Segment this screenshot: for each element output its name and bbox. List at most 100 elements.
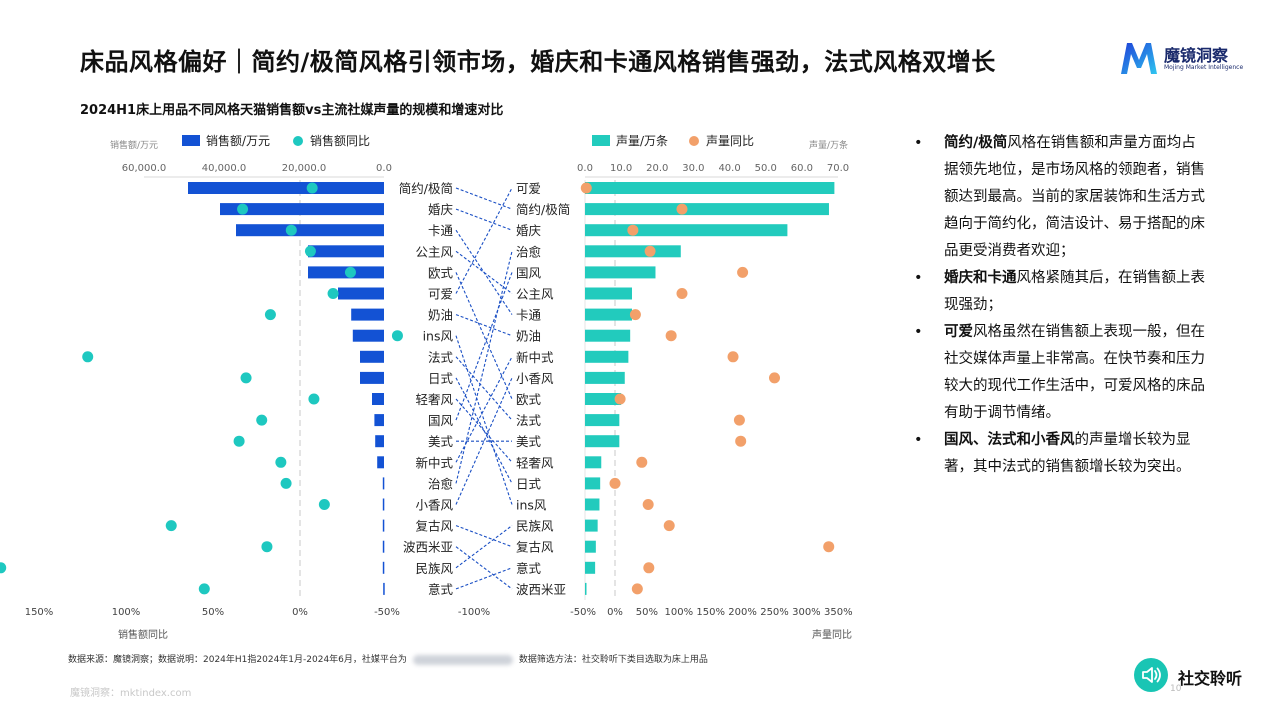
voice-bar bbox=[585, 203, 829, 216]
insights-list: • 简约/极简风格在销售额和声量方面均占据领先地位，是市场风格的领跑者，销售额达到… bbox=[910, 130, 1210, 481]
voice-growth-dot bbox=[737, 266, 749, 278]
voice-bar bbox=[585, 287, 632, 300]
brand-logo: 魔镜洞察 Mojing Market Intelligence bbox=[1118, 40, 1258, 80]
right-category-label: 卡通 bbox=[516, 308, 542, 323]
right-axis-tick: 20.0 bbox=[646, 163, 668, 174]
voice-growth-dot bbox=[735, 435, 747, 447]
left-category-label: 新中式 bbox=[415, 455, 453, 470]
rank-connector-line bbox=[455, 314, 513, 337]
right-axis-tick: 50.0 bbox=[755, 163, 777, 174]
rank-connector-line bbox=[455, 272, 513, 400]
right-category-label: 波西米亚 bbox=[516, 582, 566, 597]
sales-bar bbox=[382, 477, 385, 490]
left-category-label: 小香风 bbox=[415, 498, 453, 513]
sales-growth-dot bbox=[308, 393, 320, 405]
insight-item: • 简约/极简风格在销售额和声量方面均占据领先地位，是市场风格的领跑者，销售额达到… bbox=[910, 130, 1210, 265]
sales-growth-dot bbox=[280, 477, 292, 489]
left-category-label: 简约/极简 bbox=[399, 181, 453, 196]
sales-bar bbox=[377, 456, 384, 469]
left-category-label: 意式 bbox=[428, 582, 454, 597]
left-growth-tick: 100% bbox=[112, 607, 141, 618]
voice-growth-dot bbox=[823, 541, 835, 553]
left-growth-tick: -100% bbox=[458, 607, 490, 618]
right-category-label: 日式 bbox=[516, 476, 542, 491]
logo-cn-text: 魔镜洞察 bbox=[1164, 46, 1229, 65]
sales-growth-dot bbox=[344, 266, 356, 278]
bullet-mark: • bbox=[914, 432, 923, 448]
voice-growth-dot bbox=[676, 203, 688, 215]
left-axis-tick: 0.0 bbox=[376, 163, 392, 174]
sales-growth-dot bbox=[261, 541, 273, 553]
voice-bar bbox=[585, 414, 620, 427]
insight-bold: 婚庆和卡通 bbox=[944, 270, 1017, 286]
left-category-label: 婚庆 bbox=[428, 202, 454, 217]
insight-bold: 可爱 bbox=[944, 324, 973, 340]
left-growth-axis-label: 销售额同比 bbox=[118, 628, 168, 641]
left-axis-tick: 20,000.0 bbox=[282, 163, 327, 174]
voice-bar bbox=[585, 561, 596, 574]
right-category-label: 法式 bbox=[516, 413, 542, 428]
sales-bar bbox=[382, 498, 385, 511]
voice-bar bbox=[585, 456, 602, 469]
sales-bar bbox=[338, 287, 384, 300]
right-category-label: 简约/极简 bbox=[516, 202, 570, 217]
voice-growth-dot bbox=[627, 224, 639, 236]
voice-growth-dot bbox=[665, 330, 677, 342]
sales-growth-dot bbox=[318, 499, 330, 510]
left-category-label: 国风 bbox=[428, 413, 454, 428]
voice-bar bbox=[585, 329, 631, 342]
right-growth-tick: 250% bbox=[760, 607, 789, 618]
footer-filter-text: 数据筛选方法：社交聆听下类目选取为床上用品 bbox=[518, 655, 708, 665]
left-category-label: 公主风 bbox=[415, 244, 453, 259]
right-category-label: 复古风 bbox=[516, 540, 554, 555]
chart-title: 2024H1床上用品不同风格天猫销售额vs主流社媒声量的规模和增速对比 bbox=[80, 103, 504, 118]
right-category-label: 欧式 bbox=[516, 392, 542, 407]
right-category-label: 公主风 bbox=[516, 287, 554, 302]
right-axis-tick: 30.0 bbox=[682, 163, 704, 174]
footer-source-text: 数据来源：魔镜洞察；数据说明：2024年H1指2024年1月-2024年6月，社… bbox=[68, 655, 407, 665]
left-axis-tick: 60,000.0 bbox=[122, 163, 167, 174]
rank-connector-line bbox=[455, 567, 513, 590]
sales-bar bbox=[352, 329, 384, 342]
voice-bar bbox=[585, 182, 835, 194]
voice-growth-dot bbox=[629, 309, 641, 321]
right-growth-tick: 150% bbox=[696, 607, 725, 618]
voice-bar bbox=[585, 393, 622, 405]
redacted-blur bbox=[412, 654, 513, 665]
right-growth-tick: 100% bbox=[665, 607, 694, 618]
left-category-label: 奶油 bbox=[428, 308, 453, 323]
rank-connector-line bbox=[455, 525, 513, 569]
left-growth-tick: 0% bbox=[292, 607, 308, 618]
rank-connector-line bbox=[455, 525, 513, 548]
sales-bar bbox=[374, 414, 384, 427]
insight-bold: 国风、法式和小香风 bbox=[944, 432, 1075, 448]
sales-growth-dot bbox=[82, 351, 94, 363]
left-category-label: 轻奢风 bbox=[415, 392, 453, 407]
legend-sales-swatch bbox=[182, 135, 200, 146]
sales-growth-dot bbox=[198, 583, 210, 595]
social-listening-badge: 社交聆听 bbox=[1134, 656, 1254, 694]
voice-bar bbox=[585, 308, 632, 321]
right-category-label: 美式 bbox=[516, 434, 542, 449]
right-category-label: 国风 bbox=[516, 265, 542, 280]
left-category-label: 欧式 bbox=[428, 265, 454, 280]
right-growth-tick: 200% bbox=[728, 607, 757, 618]
sales-growth-dot bbox=[165, 520, 177, 532]
voice-bar bbox=[585, 350, 629, 363]
left-category-label: 美式 bbox=[428, 434, 454, 449]
right-growth-tick: 350% bbox=[824, 607, 853, 618]
bullet-mark: • bbox=[914, 270, 923, 286]
left-growth-tick: -50% bbox=[374, 607, 400, 618]
left-category-label: 波西米亚 bbox=[403, 540, 453, 555]
voice-growth-dot bbox=[614, 393, 626, 405]
left-category-label: ins风 bbox=[423, 329, 454, 344]
insight-item: • 国风、法式和小香风的声量增长较为显著，其中法式的销售额增长较为突出。 bbox=[910, 427, 1210, 481]
sales-growth-dot bbox=[237, 203, 249, 215]
right-axis-tick: 70.0 bbox=[827, 163, 849, 174]
sales-growth-dot bbox=[233, 435, 245, 447]
voice-growth-dot bbox=[609, 477, 621, 489]
sales-bar bbox=[375, 435, 384, 448]
right-category-label: 可爱 bbox=[516, 181, 541, 196]
sales-bar bbox=[382, 519, 385, 532]
left-category-label: 可爱 bbox=[428, 287, 453, 302]
